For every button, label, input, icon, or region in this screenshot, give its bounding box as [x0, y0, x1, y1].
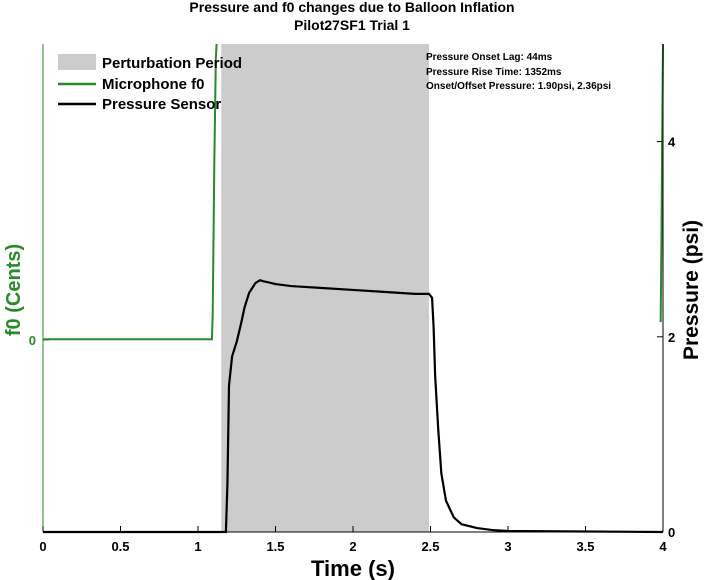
- x-tick-label: 1: [194, 539, 201, 554]
- x-tick-label: 4: [659, 539, 667, 554]
- annotation-onset-offset: Onset/Offset Pressure: 1.90psi, 2.36psi: [426, 81, 611, 92]
- x-tick-label: 3.5: [576, 539, 594, 554]
- x-tick-label: 0.5: [111, 539, 129, 554]
- right-y-ticks: 0 2 4: [657, 135, 676, 540]
- annotation-rise-time: Pressure Rise Time: 1352ms: [426, 67, 562, 78]
- pressure-series-line: [43, 278, 664, 534]
- right-y-tick-label: 2: [668, 330, 675, 345]
- x-tick-label: 2: [349, 539, 356, 554]
- legend: Perturbation Period Microphone f0 Pressu…: [58, 54, 242, 113]
- legend-swatch-perturbation: [58, 54, 96, 70]
- annotation-onset-lag: Pressure Onset Lag: 44ms: [426, 52, 553, 63]
- chart-subtitle: Pilot27SF1 Trial 1: [294, 17, 410, 33]
- f0-series-line: [43, 43, 218, 341]
- legend-label-f0: Microphone f0: [102, 76, 205, 93]
- x-tick-label: 1.5: [266, 539, 284, 554]
- legend-label-pressure: Pressure Sensor: [102, 96, 221, 113]
- right-y-tick-label: 0: [668, 525, 675, 540]
- annotations: Pressure Onset Lag: 44ms Pressure Rise T…: [426, 52, 611, 92]
- left-y-tick-label: 0: [29, 333, 36, 348]
- chart-title: Pressure and f0 changes due to Balloon I…: [189, 0, 514, 15]
- left-y-axis-label: f0 (Cents): [3, 244, 25, 336]
- x-ticks: 0 0.5 1 1.5 2 2.5 3 3.5 4: [39, 526, 667, 554]
- x-axis-label: Time (s): [311, 556, 395, 580]
- x-tick-label: 2.5: [421, 539, 439, 554]
- x-tick-label: 3: [504, 539, 511, 554]
- right-y-axis-label: Pressure (psi): [680, 220, 703, 360]
- right-y-tick-label: 4: [668, 135, 676, 150]
- legend-label-perturbation: Perturbation Period: [102, 55, 242, 72]
- x-tick-label: 0: [39, 539, 46, 554]
